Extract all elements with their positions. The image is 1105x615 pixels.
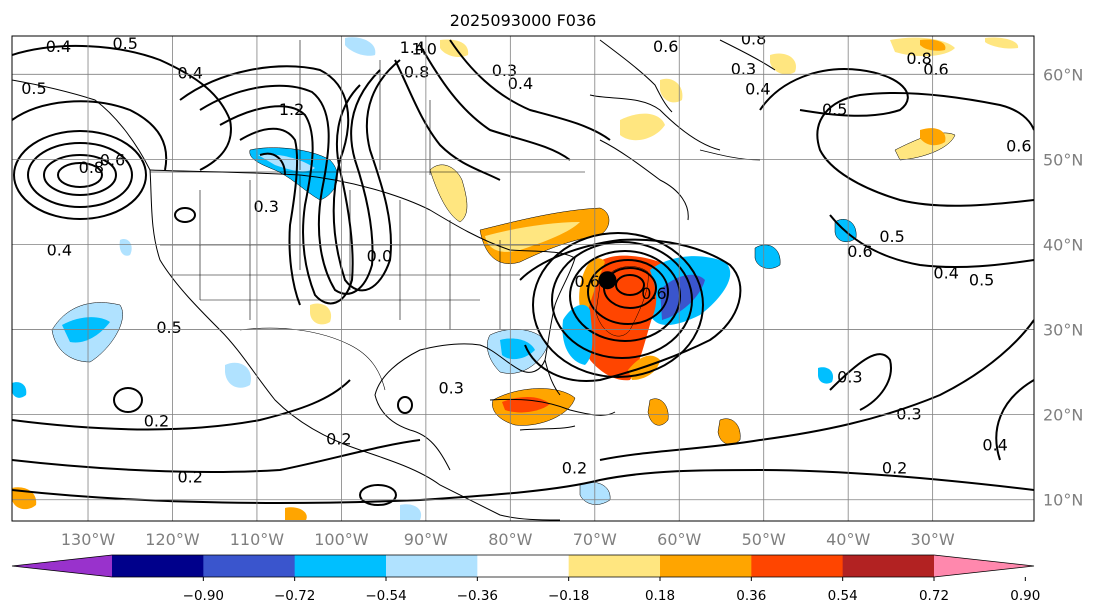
colorbar-tick-label: −0.36 — [457, 588, 498, 604]
colorbar-tick-label: −0.72 — [274, 588, 315, 604]
contour-label: 0.4 — [47, 241, 72, 260]
contour-label: 0.5 — [156, 318, 181, 337]
contour-label: 0.8 — [906, 49, 931, 68]
contour-label: 0.3 — [438, 378, 463, 397]
colorbar-tick-label: −0.54 — [365, 588, 406, 604]
contour-label: 0.5 — [879, 227, 904, 246]
plot-title: 2025093000 F036 — [450, 11, 597, 30]
contour-label: 0.4 — [933, 264, 958, 283]
contour-label: 0.6 — [653, 37, 678, 56]
contour-label: 1.0 — [411, 40, 436, 59]
colorbar-tick-label: −0.90 — [183, 588, 224, 604]
contour-label: 0.6 — [641, 284, 666, 303]
colorbar-tick-label: 0.54 — [828, 588, 858, 604]
contour-label: 0.4 — [982, 435, 1007, 454]
storm-center-marker — [598, 271, 617, 290]
colorbar-segment — [660, 555, 752, 577]
colorbar-segment — [477, 555, 570, 577]
coastlines — [12, 39, 776, 521]
contour-lines — [12, 39, 1034, 506]
contour-label: 0.4 — [177, 64, 202, 83]
map-frame — [11, 35, 1035, 522]
longitude-tick-label: 50°W — [742, 530, 786, 549]
contour-label: 1.4 — [400, 38, 425, 57]
contour-label: 0.4 — [508, 74, 533, 93]
colorbar-segment — [751, 555, 844, 577]
longitude-tick-label: 80°W — [488, 530, 532, 549]
colorbar-segment — [294, 555, 387, 577]
longitude-tick-label: 70°W — [573, 530, 617, 549]
latitude-tick-label: 50°N — [1043, 150, 1083, 169]
longitude-labels: 130°W 120°W 110°W 100°W 90°W 80°W 70°W 60°W 50°W… — [61, 530, 955, 549]
longitude-tick-label: 100°W — [314, 530, 369, 549]
contour-label: 1.2 — [279, 100, 304, 119]
latitude-tick-label: 10°N — [1043, 491, 1083, 510]
colorbar-tick-label: 0.72 — [919, 588, 949, 604]
colorbar-tick-label: 0.36 — [736, 588, 766, 604]
contour-label: 0.6 — [574, 272, 599, 291]
longitude-tick-label: 110°W — [230, 530, 285, 549]
contour-label: 0.5 — [969, 270, 994, 289]
contour-label: 0.3 — [254, 197, 279, 216]
contour-label: 0.0 — [367, 246, 392, 265]
map-panel: 0.4 0.50.40.50.80.61.20.30.40.50.20.20.21… — [12, 30, 1034, 521]
contour-label: 0.2 — [177, 468, 202, 487]
colorbar-tick-label: 0.18 — [645, 588, 675, 604]
longitude-tick-label: 40°W — [826, 530, 870, 549]
contour-label: 0.4 — [46, 37, 71, 56]
contour-label: 0.6 — [1006, 137, 1031, 156]
colorbar-segment — [568, 555, 661, 577]
contour-label: 0.6 — [847, 242, 872, 261]
longitude-tick-label: 120°W — [145, 530, 200, 549]
colorbar-tick-label: 0.90 — [1010, 588, 1040, 604]
colorbar-extend-max — [934, 555, 1034, 577]
contour-label: 0.3 — [731, 59, 756, 78]
contour-label: 0.5 — [21, 79, 46, 98]
contour-label: 0.3 — [837, 367, 862, 386]
colorbar-tick-labels: −0.90 −0.72 −0.54 −0.36 −0.18 0.18 0.36 0.54 0.7… — [183, 577, 1040, 604]
colorbar-segment — [203, 555, 296, 577]
longitude-tick-label: 130°W — [61, 530, 116, 549]
longitude-tick-label: 90°W — [404, 530, 448, 549]
contour-label: 0.8 — [79, 158, 104, 177]
latitude-tick-label: 20°N — [1043, 406, 1083, 425]
colorbar-segment — [112, 555, 204, 577]
contour-label: 0.5 — [822, 100, 847, 119]
latitude-tick-label: 30°N — [1043, 321, 1083, 340]
contour-labels: 0.4 0.50.40.50.80.61.20.30.40.50.20.20.21… — [21, 30, 1031, 487]
longitude-tick-label: 30°W — [911, 530, 955, 549]
contour-label: 0.8 — [404, 63, 429, 82]
contour-label: 0.5 — [112, 34, 137, 53]
latitude-tick-label: 60°N — [1043, 65, 1083, 84]
colorbar — [11, 554, 1035, 578]
colorbar-segment — [842, 555, 935, 577]
latitude-labels: 60°N 50°N 40°N 30°N 20°N 10°N — [1043, 65, 1083, 509]
contour-label: 0.2 — [882, 458, 907, 477]
contour-label: 0.4 — [745, 80, 770, 99]
latitude-tick-label: 40°N — [1043, 235, 1083, 254]
contour-label: 0.2 — [326, 429, 351, 448]
contour-label: 0.2 — [144, 412, 169, 431]
contour-label: 0.3 — [492, 61, 517, 80]
colorbar-tick-label: −0.18 — [548, 588, 589, 604]
gridlines — [12, 36, 1034, 521]
colorbar-extend-min — [12, 555, 112, 577]
contour-label: 0.6 — [923, 60, 948, 79]
contour-label: 0.2 — [562, 458, 587, 477]
contour-label: 0.6 — [100, 150, 125, 169]
colorbar-segment — [386, 555, 478, 577]
contour-label: 0.8 — [741, 30, 766, 49]
longitude-tick-label: 60°W — [657, 530, 701, 549]
